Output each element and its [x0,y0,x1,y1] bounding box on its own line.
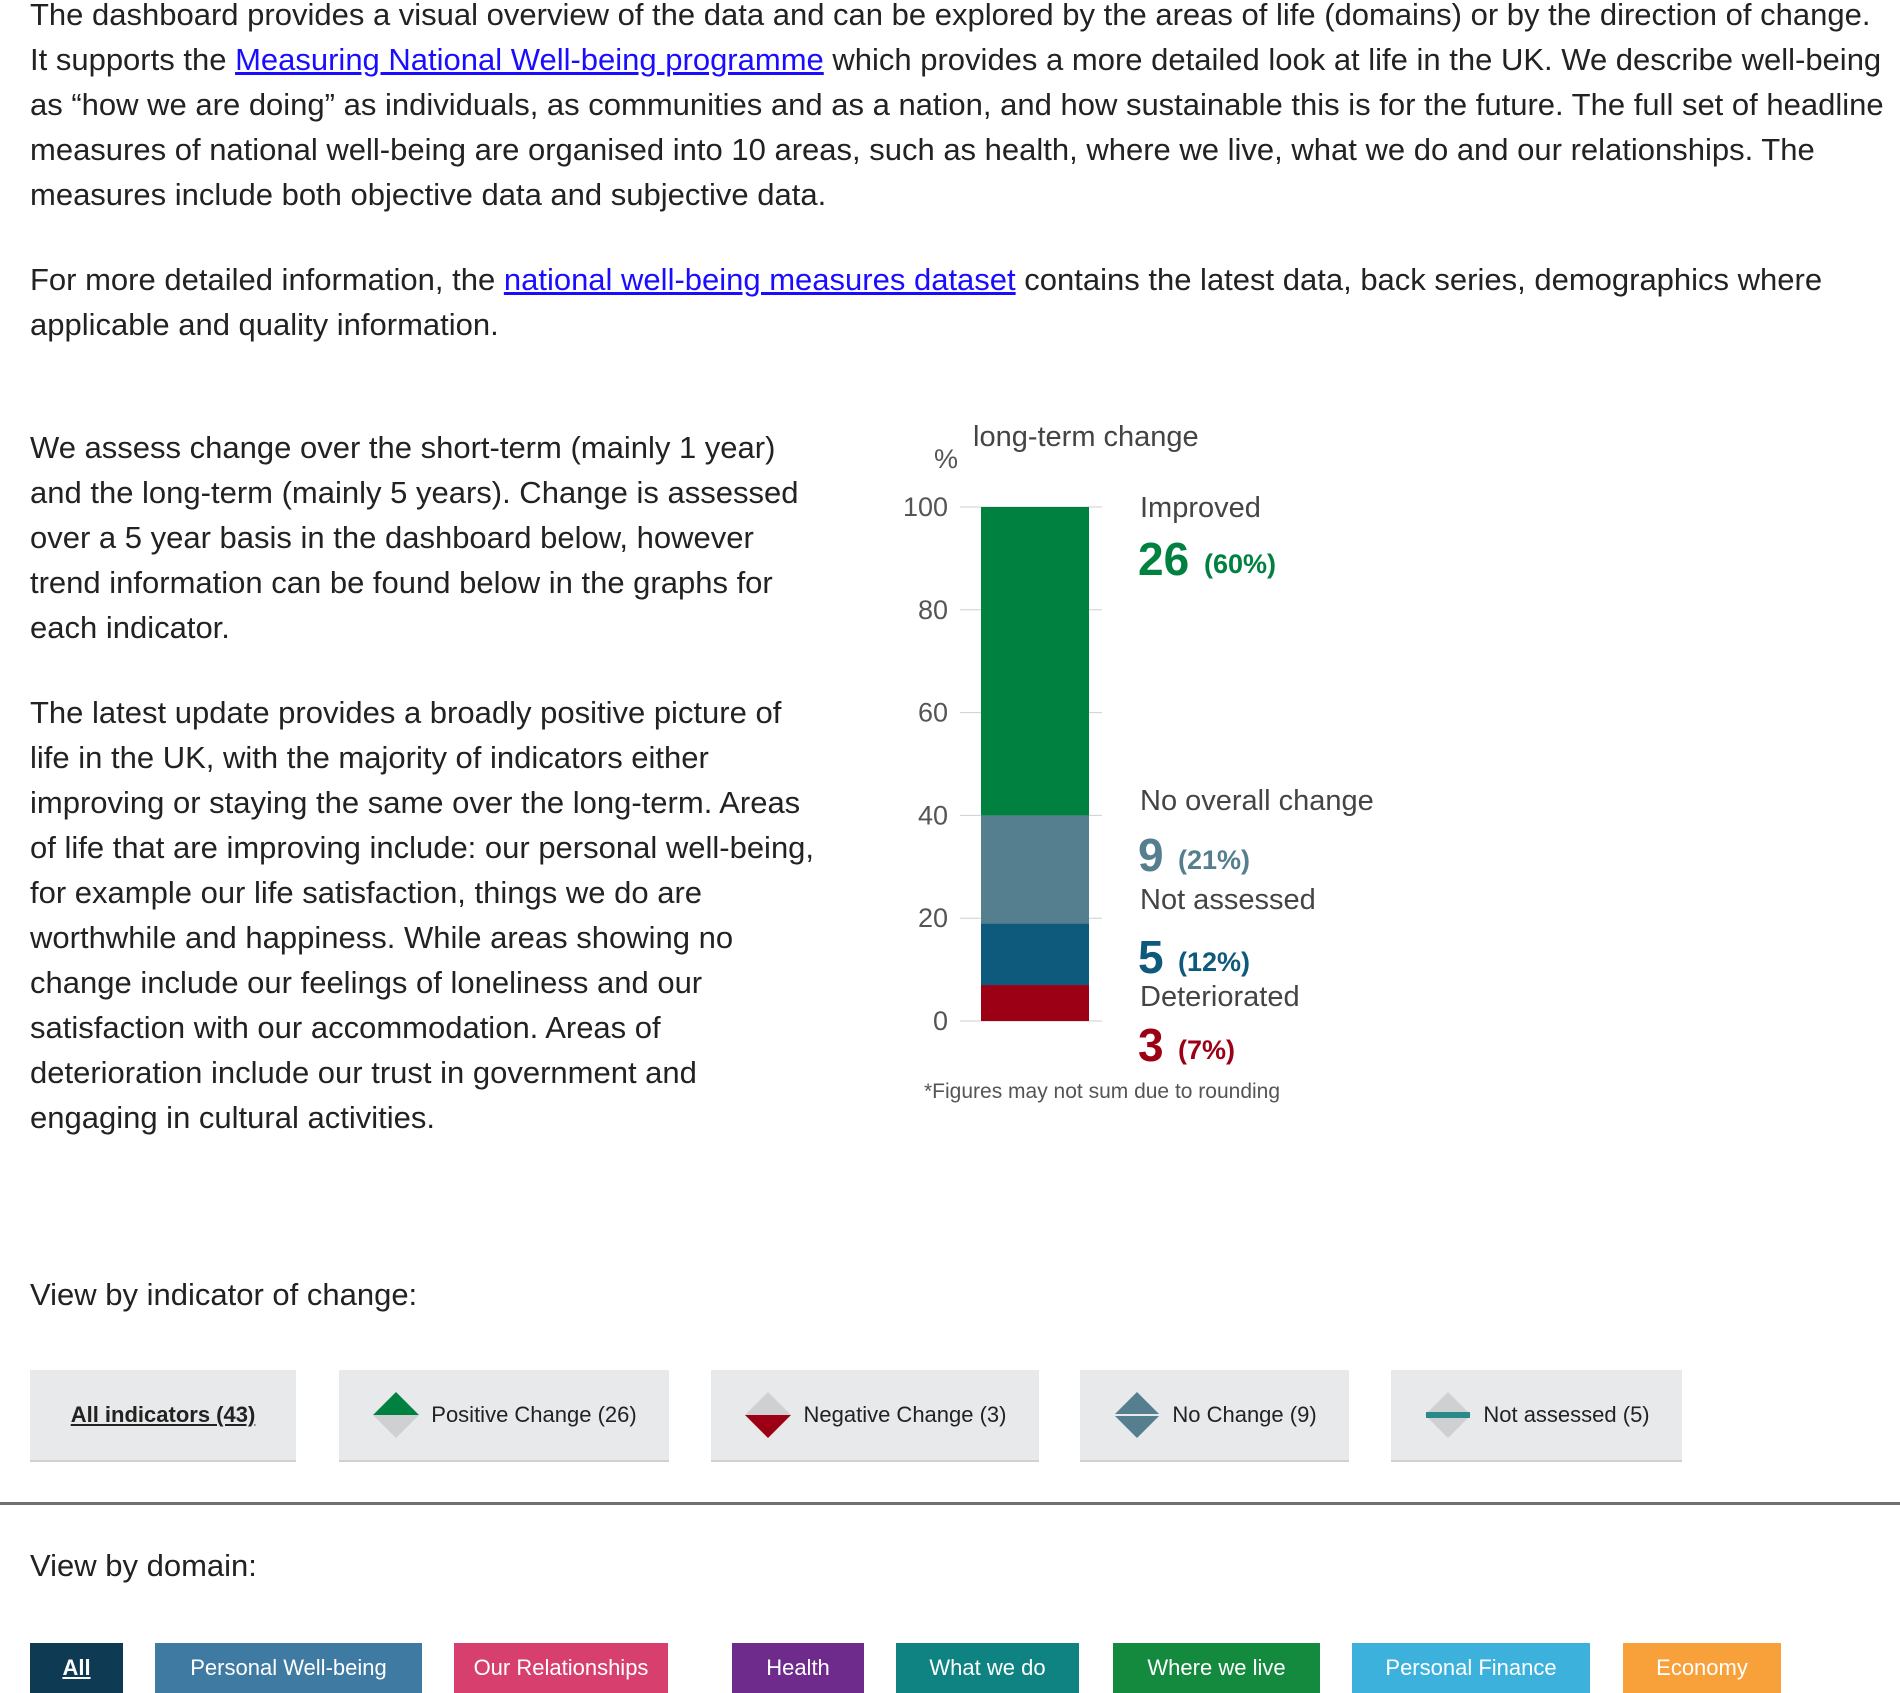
legend-label-improved: Improved [1140,492,1261,524]
all-indicators-button[interactable]: All indicators (43) [30,1370,296,1462]
intro-text-1b: which provides a more detailed look at l… [30,42,1884,212]
domain-our-relationships-button[interactable]: Our Relationships [454,1643,668,1693]
y-tick-60: 60 [918,698,948,728]
no-change-label: No Change (9) [1172,1402,1317,1427]
legend-pct-deteriorated: (7%) [1178,1035,1235,1065]
legend-pct-no-overall-change: (21%) [1178,845,1250,875]
domain-what-we-do-button[interactable]: What we do [896,1643,1079,1693]
negative-change-label: Negative Change (3) [803,1402,1007,1427]
bar-segment-no-overall-change [981,815,1089,924]
domain-economy-button[interactable]: Economy [1623,1643,1781,1693]
not-assessed-icon [1425,1392,1472,1438]
legend-label-not-assessed: Not assessed [1140,884,1316,916]
not-assessed-button[interactable]: Not assessed (5) [1391,1370,1682,1462]
chart-svg: long-term change% 0 20 40 60 80 100 Deteriorate… [903,421,1374,1103]
legend-pct-not-assessed: (12%) [1178,947,1250,977]
measuring-national-wellbeing-link[interactable]: Measuring National Well-being programme [235,42,824,77]
legend-label-deteriorated: Deteriorated [1140,981,1300,1013]
legend-count-improved: 26 [1138,533,1189,585]
bar-segment-deteriorated [981,985,1089,1021]
negative-change-button[interactable]: Negative Change (3) [711,1370,1039,1462]
domain-all-button[interactable]: All [30,1643,123,1693]
legend-count-not-assessed: 5 [1138,931,1164,983]
y-tick-100: 100 [903,492,948,522]
domain-health-button[interactable]: Health [732,1643,864,1693]
domain-personal-wellbeing-button[interactable]: Personal Well-being [155,1643,422,1693]
legend-count-no-overall-change: 9 [1138,829,1164,881]
intro-text-2b: contains the latest data, back series, d… [30,262,1823,342]
y-tick-80: 80 [918,595,948,625]
domain-personal-finance-button[interactable]: Personal Finance [1352,1643,1590,1693]
y-tick-0: 0 [933,1006,948,1036]
bar-segment-not-assessed [981,923,1089,986]
chart-title: long-term change [973,421,1199,453]
intro-paragraph-2: For more detailed information, the natio… [30,257,1890,347]
not-assessed-label: Not assessed (5) [1483,1402,1650,1427]
y-tick-20: 20 [918,903,948,933]
positive-change-button[interactable]: Positive Change (26) [339,1370,669,1462]
summary-text: We assess change over the short-term (ma… [30,425,820,1180]
intro-text-2a: For more detailed information, the [30,262,504,297]
positive-change-icon [373,1392,420,1438]
negative-change-icon [745,1392,792,1438]
domain-section-heading: View by domain: [30,1548,257,1583]
chart-footnote: *Figures may not sum due to rounding [924,1080,1280,1103]
wellbeing-dataset-link[interactable]: national well-being measures dataset [503,262,1016,297]
no-change-icon [1114,1392,1161,1438]
indicator-section-heading: View by indicator of change: [30,1277,418,1312]
summary-paragraph-1: We assess change over the short-term (ma… [30,430,799,645]
intro-paragraph-1: The dashboard provides a visual overview… [30,0,1890,217]
legend-pct-improved: (60%) [1204,549,1276,579]
bar-segment-improved [981,507,1089,816]
legend-count-deteriorated: 3 [1138,1019,1164,1071]
y-tick-40: 40 [918,800,948,830]
section-divider [0,1502,1900,1505]
summary-paragraph-2: The latest update provides a broadly pos… [30,695,815,1135]
legend-label-no-overall-change: No overall change [1140,785,1374,817]
all-indicators-label: All indicators (43) [70,1402,256,1427]
positive-change-label: Positive Change (26) [431,1402,637,1427]
y-axis-unit: % [934,444,958,474]
no-change-button[interactable]: No Change (9) [1080,1370,1349,1462]
long-term-change-chart: long-term change% 0 20 40 60 80 100 Deteriorate… [880,410,1520,1110]
intro-text-1a: The dashboard provides a visual overview… [30,0,1871,77]
intro-text: The dashboard provides a visual overview… [30,0,1890,387]
domain-where-we-live-button[interactable]: Where we live [1113,1643,1320,1693]
